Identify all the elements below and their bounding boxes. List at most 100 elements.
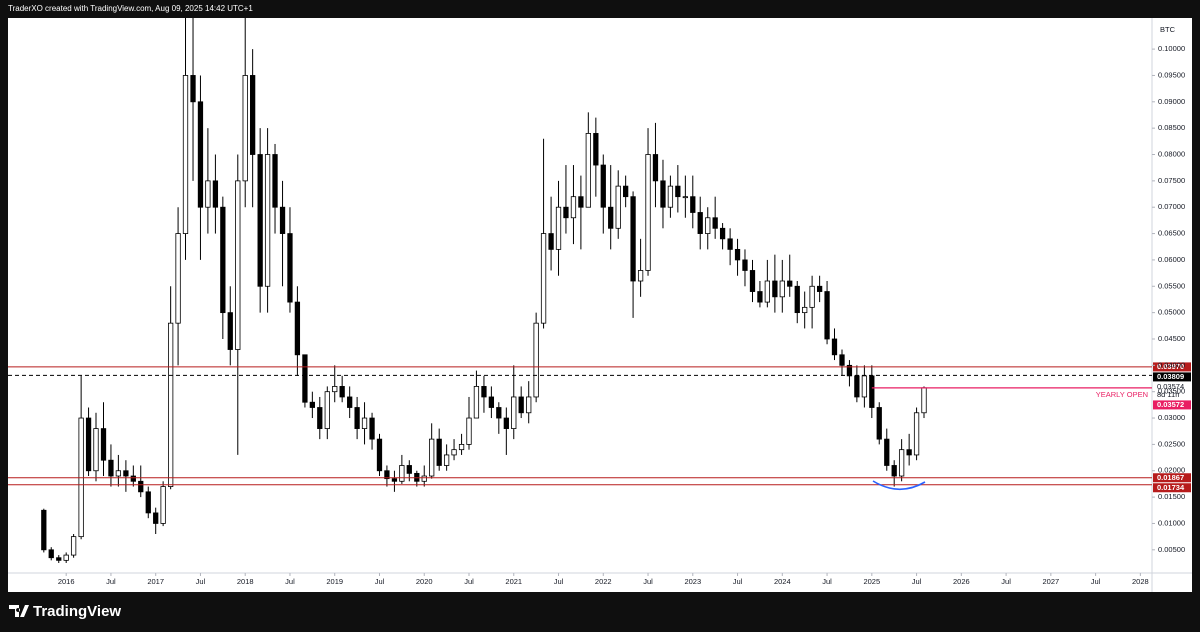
- candle-body: [421, 475, 427, 482]
- candle-body: [361, 417, 368, 429]
- footer-logo: TradingView: [9, 603, 121, 620]
- candle-body: [727, 238, 733, 250]
- candle-body: [41, 509, 47, 551]
- candle-body: [250, 75, 256, 155]
- level-label: 0.03970: [1157, 362, 1184, 371]
- x-tick-label: Jul: [285, 577, 295, 586]
- candle-body: [779, 280, 785, 298]
- candle-body: [787, 280, 793, 287]
- y-tick-label: 0.04000: [1158, 360, 1185, 369]
- level-box: [1153, 473, 1191, 483]
- x-tick-label: 2017: [147, 577, 164, 586]
- candle-body: [719, 227, 726, 240]
- candle-body: [884, 438, 890, 466]
- x-tick-label: 2025: [863, 577, 880, 586]
- candle-body: [332, 386, 338, 393]
- last-price-box: [1153, 382, 1191, 400]
- candle-body: [317, 407, 323, 429]
- level-label: 0.01867: [1157, 473, 1184, 482]
- y-tick-label: 0.00500: [1158, 545, 1185, 554]
- x-tick-label: 2016: [58, 577, 75, 586]
- candle-body: [481, 386, 487, 398]
- candle-body: [391, 478, 398, 482]
- candle-body: [555, 206, 562, 250]
- x-tick-label: Jul: [196, 577, 206, 586]
- candle-body: [690, 196, 696, 213]
- yearly-open-name: YEARLY OPEN: [1096, 390, 1148, 399]
- candle-body: [705, 217, 711, 234]
- x-tick-label: Jul: [106, 577, 116, 586]
- candle-body: [898, 449, 905, 477]
- candle-body: [56, 557, 62, 561]
- y-tick-label: 0.02500: [1158, 439, 1185, 448]
- candle-body: [48, 549, 54, 559]
- candle-body: [63, 554, 69, 561]
- candle-body: [168, 322, 174, 487]
- candle-body: [921, 387, 927, 414]
- y-tick-label: 0.01500: [1158, 492, 1185, 501]
- x-tick-label: Jul: [1001, 577, 1011, 586]
- candle-body: [302, 354, 308, 403]
- y-tick-label: 0.05500: [1158, 281, 1185, 290]
- candle-body: [623, 185, 629, 198]
- candle-body: [593, 133, 599, 166]
- candle-body: [93, 428, 99, 472]
- candle-body: [145, 491, 151, 514]
- y-tick-label: 0.07500: [1158, 176, 1185, 185]
- x-tick-label: 2028: [1132, 577, 1149, 586]
- candle-body: [384, 470, 390, 480]
- candle-body: [123, 470, 129, 477]
- candle-body: [443, 454, 450, 466]
- candle-body: [578, 196, 584, 208]
- candle-body: [585, 133, 591, 208]
- yearly-open-box: [1153, 400, 1191, 410]
- x-tick-label: 2026: [953, 577, 970, 586]
- candle-body: [854, 375, 860, 398]
- candle-body: [794, 285, 800, 314]
- last-price-label: 0.03574: [1157, 382, 1184, 391]
- level-box: [1153, 362, 1191, 372]
- candle-body: [570, 196, 577, 219]
- x-tick-label: Jul: [822, 577, 832, 586]
- candle-body: [630, 196, 636, 282]
- x-tick-label: 2020: [416, 577, 433, 586]
- candle-body: [100, 428, 107, 461]
- candle-body: [466, 417, 472, 445]
- symbol-label: BTC: [1160, 25, 1176, 34]
- candle-body: [85, 417, 92, 472]
- x-tick-label: 2022: [595, 577, 612, 586]
- candle-body: [182, 75, 189, 234]
- candle-body: [220, 206, 226, 314]
- candle-body: [399, 465, 405, 482]
- y-tick-label: 0.09000: [1158, 97, 1185, 106]
- candle-body: [160, 486, 166, 524]
- candle-body: [824, 291, 830, 340]
- candle-body: [764, 280, 770, 303]
- candle-body: [913, 412, 920, 456]
- candle-body: [354, 407, 360, 429]
- candle-body: [339, 386, 345, 398]
- x-tick-label: 2021: [505, 577, 522, 586]
- candle-body: [533, 322, 539, 398]
- header-text: TraderXO created with TradingView.com, A…: [8, 4, 253, 13]
- candle-body: [511, 396, 517, 429]
- y-tick-label: 0.09500: [1158, 70, 1185, 79]
- candle-body: [600, 164, 606, 208]
- candle-body: [869, 375, 875, 408]
- x-tick-label: Jul: [1091, 577, 1101, 586]
- candle-body: [227, 312, 233, 350]
- candle-body: [324, 391, 330, 429]
- candle-body: [906, 449, 912, 456]
- candle-body: [272, 154, 278, 208]
- chart-background: [8, 18, 1192, 592]
- x-tick-label: 2018: [237, 577, 254, 586]
- candle-body: [153, 512, 159, 524]
- candle-body: [526, 396, 532, 414]
- candle-body: [130, 475, 136, 482]
- candle-body: [309, 401, 315, 408]
- candle-body: [712, 217, 718, 229]
- candle-body: [861, 375, 868, 398]
- candle-body: [205, 180, 211, 208]
